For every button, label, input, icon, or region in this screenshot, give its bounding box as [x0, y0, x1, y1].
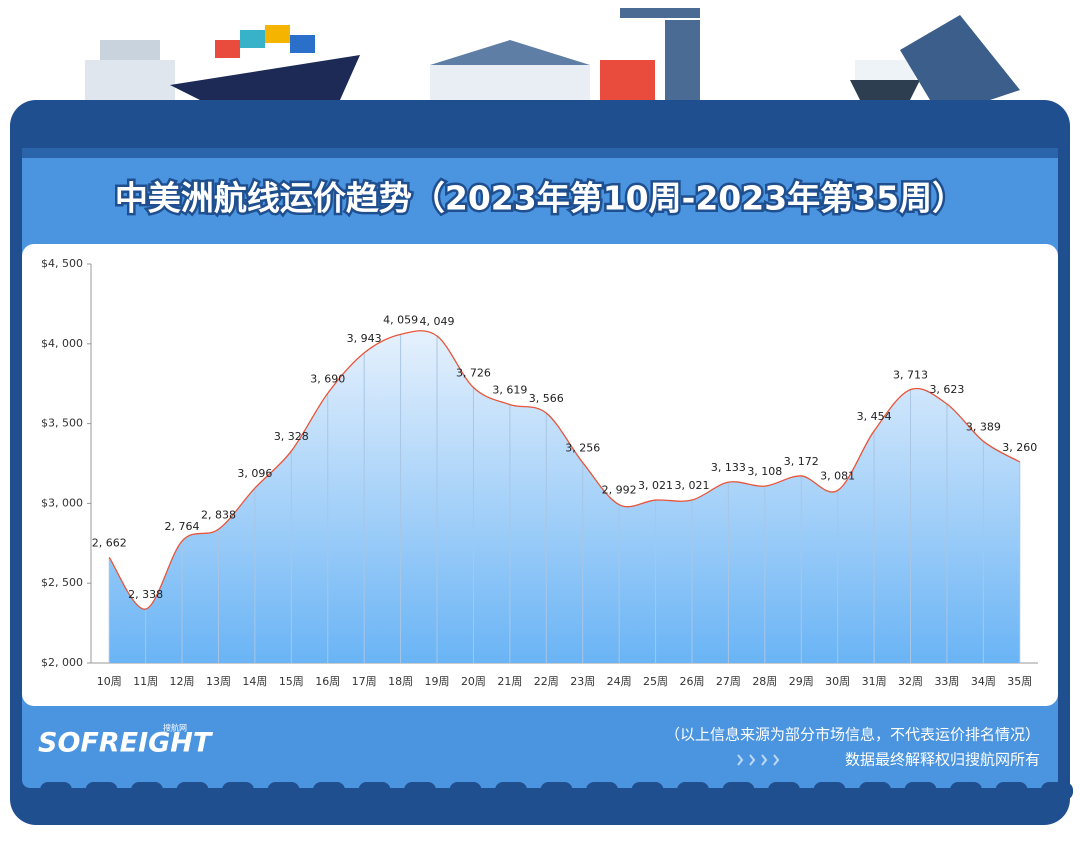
x-tick-label: 29周: [789, 675, 814, 688]
scallop: [768, 782, 800, 800]
scallop: [722, 782, 755, 800]
value-label: 3, 021: [638, 479, 673, 492]
value-label: 2, 662: [92, 536, 127, 549]
y-tick-label: $4, 500: [41, 257, 83, 270]
x-tick-label: 22周: [534, 675, 559, 688]
value-label: 3, 328: [274, 430, 309, 443]
value-label: 3, 108: [747, 465, 782, 478]
scallop: [586, 782, 618, 800]
x-tick-label: 35周: [1007, 675, 1032, 688]
chart-title: 中美洲航线运价趋势（2023年第10周-2023年第35周）: [115, 179, 965, 218]
logo: SOFREIGHT: [38, 728, 214, 759]
x-tick-label: 20周: [461, 675, 486, 688]
source-note: （以上信息来源为部分市场信息，不代表运价排名情况）: [665, 726, 1040, 744]
value-label: 3, 454: [857, 410, 892, 423]
value-label: 3, 389: [966, 420, 1001, 433]
value-label: 3, 172: [784, 455, 819, 468]
value-label: 3, 021: [674, 479, 709, 492]
value-label: 3, 726: [456, 367, 491, 380]
value-label: 3, 713: [893, 369, 928, 382]
x-tick-label: 32周: [898, 675, 923, 688]
rights-note: 数据最终解释权归搜航网所有: [845, 751, 1040, 769]
scallop: [904, 782, 937, 800]
scallop: [540, 782, 573, 800]
value-label: 4, 049: [420, 315, 455, 328]
scallop: [313, 782, 345, 800]
value-label: 3, 619: [492, 384, 527, 397]
value-label: 3, 096: [237, 467, 272, 480]
y-tick-label: $3, 000: [41, 496, 83, 509]
panel-band: [22, 148, 1058, 158]
value-label: 4, 059: [383, 313, 418, 326]
x-tick-label: 17周: [352, 675, 377, 688]
x-tick-label: 18周: [388, 675, 413, 688]
x-tick-label: 14周: [242, 675, 267, 688]
y-tick-label: $3, 500: [41, 417, 83, 430]
x-tick-label: 13周: [206, 675, 231, 688]
scallop: [677, 782, 709, 800]
scallop: [267, 782, 300, 800]
chevrons: [737, 754, 780, 766]
x-tick-label: 31周: [862, 675, 887, 688]
x-tick-label: 16周: [315, 675, 340, 688]
value-label: 3, 133: [711, 461, 746, 474]
scallop: [950, 782, 982, 800]
value-label: 3, 260: [1002, 441, 1037, 454]
x-tick-label: 28周: [752, 675, 777, 688]
x-tick-label: 25周: [643, 675, 668, 688]
scallop: [495, 782, 527, 800]
x-tick-label: 24周: [607, 675, 632, 688]
x-tick-label: 23周: [570, 675, 595, 688]
value-label: 3, 943: [347, 332, 382, 345]
area: [109, 330, 1020, 663]
scallop: [995, 782, 1028, 800]
value-label: 2, 338: [128, 588, 163, 601]
scallop: [859, 782, 891, 800]
value-label: 3, 081: [820, 469, 855, 482]
value-label: 3, 256: [565, 442, 600, 455]
value-label: 3, 690: [310, 372, 345, 385]
scallop: [404, 782, 436, 800]
x-tick-label: 19周: [425, 675, 450, 688]
value-label: 2, 838: [201, 508, 236, 521]
x-tick-label: 34周: [971, 675, 996, 688]
scallop: [1041, 782, 1073, 800]
line: [108, 330, 1021, 610]
scallop: [631, 782, 664, 800]
y-tick-label: $2, 000: [41, 656, 83, 669]
x-tick-label: 26周: [679, 675, 704, 688]
value-label: 3, 623: [929, 383, 964, 396]
header-illustration: [85, 8, 1020, 100]
scallop: [222, 782, 254, 800]
scallop: [176, 782, 209, 800]
value-label: 2, 764: [165, 520, 200, 533]
y-tick-label: $2, 500: [41, 576, 83, 589]
scallop: [40, 782, 72, 800]
scallop: [85, 782, 118, 800]
y-tick-label: $4, 000: [41, 337, 83, 350]
x-tick-label: 33周: [934, 675, 959, 688]
footer-scallops: [40, 782, 1073, 800]
scallop: [131, 782, 163, 800]
x-tick-label: 30周: [825, 675, 850, 688]
logo-sub: 搜航网: [163, 723, 187, 733]
x-tick-label: 15周: [279, 675, 304, 688]
x-tick-label: 11周: [133, 675, 158, 688]
x-tick-label: 12周: [170, 675, 195, 688]
x-tick-label: 10周: [97, 675, 122, 688]
value-label: 2, 992: [602, 484, 637, 497]
scallop: [449, 782, 482, 800]
scallop: [813, 782, 846, 800]
plot: $2, 000 $2, 500 $3, 000 $3, 500 $4, 000 $4, 5…: [41, 257, 1038, 688]
x-tick-label: 21周: [497, 675, 522, 688]
value-label: 3, 566: [529, 392, 564, 405]
scallop: [358, 782, 391, 800]
x-tick-label: 27周: [716, 675, 741, 688]
